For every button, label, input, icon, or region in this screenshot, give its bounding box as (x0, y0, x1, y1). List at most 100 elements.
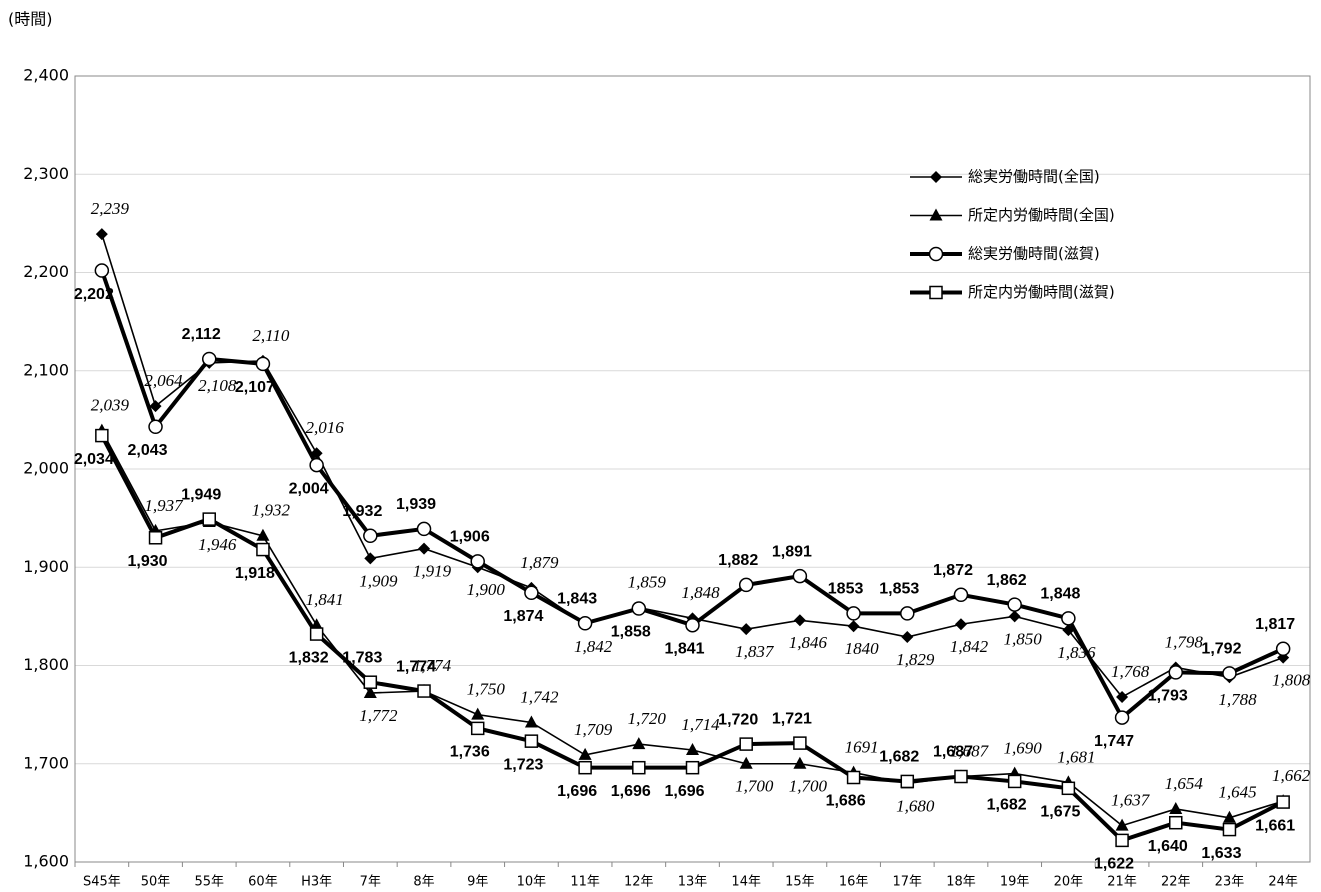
data-label: 1,720 (718, 711, 758, 728)
data-label: 1,841 (664, 640, 704, 657)
data-label: 1,843 (557, 590, 597, 607)
y-tick-label: 1,800 (23, 655, 69, 674)
data-label: 1,675 (1040, 804, 1080, 821)
x-tick-label: 8年 (413, 875, 434, 890)
data-label: 1,788 (1218, 690, 1257, 709)
marker (418, 542, 431, 555)
data-label: 1,742 (520, 687, 559, 706)
x-tick-label: 12年 (624, 875, 654, 890)
data-label: 1,720 (628, 709, 667, 728)
data-label: 1,858 (611, 624, 651, 641)
data-label: 1,709 (574, 720, 613, 739)
data-label: 1,637 (1111, 791, 1151, 810)
marker (310, 618, 324, 631)
data-label: 1,714 (681, 715, 720, 734)
marker (1008, 610, 1021, 623)
x-tick-label: 11年 (570, 875, 600, 890)
x-tick-label: 24年 (1268, 875, 1298, 890)
data-label: 2,112 (182, 326, 221, 343)
data-label: 1,817 (1255, 616, 1295, 633)
marker (1061, 611, 1076, 626)
data-label: 1691 (845, 737, 879, 756)
marker (632, 737, 646, 750)
marker (1061, 781, 1076, 796)
marker (202, 512, 216, 526)
marker (793, 736, 807, 750)
data-label: 1,750 (467, 680, 506, 699)
x-tick-label: 15年 (785, 875, 815, 890)
data-label: 1,859 (628, 572, 667, 591)
x-tick-label: 16年 (839, 875, 869, 890)
x-tick-label: 18年 (946, 875, 976, 890)
marker (901, 631, 914, 644)
y-tick-label: 1,600 (23, 852, 69, 871)
marker (148, 419, 163, 435)
legend-label: 総実労働時間(全国) (968, 168, 1100, 186)
data-label: 1,747 (1094, 733, 1134, 750)
data-label: 1,768 (1111, 662, 1150, 681)
y-tick-label: 2,300 (23, 164, 69, 183)
marker (470, 554, 485, 569)
marker (578, 760, 592, 775)
data-label: 1,939 (396, 496, 436, 513)
data-label: 1840 (845, 639, 880, 658)
data-label: 2,064 (144, 371, 183, 390)
data-label: 1,662 (1272, 766, 1311, 785)
data-label: 2,108 (198, 376, 237, 395)
data-label: 1,932 (342, 503, 382, 520)
marker (255, 356, 271, 372)
marker (739, 756, 753, 769)
data-label: 1,882 (718, 552, 758, 569)
marker (685, 617, 700, 633)
marker (1169, 815, 1183, 830)
data-label: 1,774 (413, 656, 452, 675)
data-label: 2,110 (252, 326, 289, 345)
marker (954, 769, 968, 784)
marker (149, 400, 162, 413)
data-label: 1,879 (520, 553, 559, 572)
marker (1007, 597, 1022, 612)
marker (793, 614, 806, 627)
marker (900, 606, 915, 621)
marker (1115, 833, 1129, 848)
data-label: 1,793 (1148, 688, 1188, 705)
marker (201, 351, 217, 367)
data-label: 1,687 (933, 744, 973, 761)
data-label: 1,682 (879, 749, 919, 766)
marker (847, 620, 860, 633)
data-label: 1,681 (1057, 747, 1095, 766)
marker (793, 756, 807, 769)
marker (928, 246, 944, 262)
marker (632, 760, 646, 775)
data-label: 1,862 (987, 572, 1027, 589)
marker (363, 686, 377, 699)
series-line (100, 434, 1285, 843)
data-label: 1,919 (413, 561, 452, 580)
x-tick-label: 23年 (1215, 875, 1245, 890)
data-label: 1,949 (181, 486, 221, 503)
marker (685, 760, 700, 775)
y-tick-label: 1,700 (23, 753, 69, 772)
marker (929, 285, 943, 300)
marker (739, 737, 753, 751)
marker (1169, 801, 1183, 814)
data-label: 1,736 (450, 744, 490, 761)
legend-label: 所定内労働時間(滋賀) (968, 283, 1115, 301)
marker (1062, 624, 1075, 637)
marker (363, 528, 378, 544)
marker (363, 675, 378, 689)
y-tick-label: 2,200 (23, 262, 69, 281)
data-label: 1,700 (735, 777, 774, 796)
data-label: 1,832 (289, 649, 329, 666)
marker (1276, 795, 1290, 809)
data-label: 1,846 (789, 633, 828, 652)
marker (578, 747, 592, 760)
marker (470, 721, 485, 736)
x-tick-label: 22年 (1161, 875, 1191, 890)
data-label: 1,661 (1255, 817, 1295, 834)
legend-label: 総実労働時間(滋賀) (968, 245, 1100, 263)
data-label: 2,039 (91, 396, 130, 415)
x-tick-label: 19年 (1000, 875, 1030, 890)
data-label: 1,909 (359, 571, 398, 590)
marker (524, 715, 538, 728)
